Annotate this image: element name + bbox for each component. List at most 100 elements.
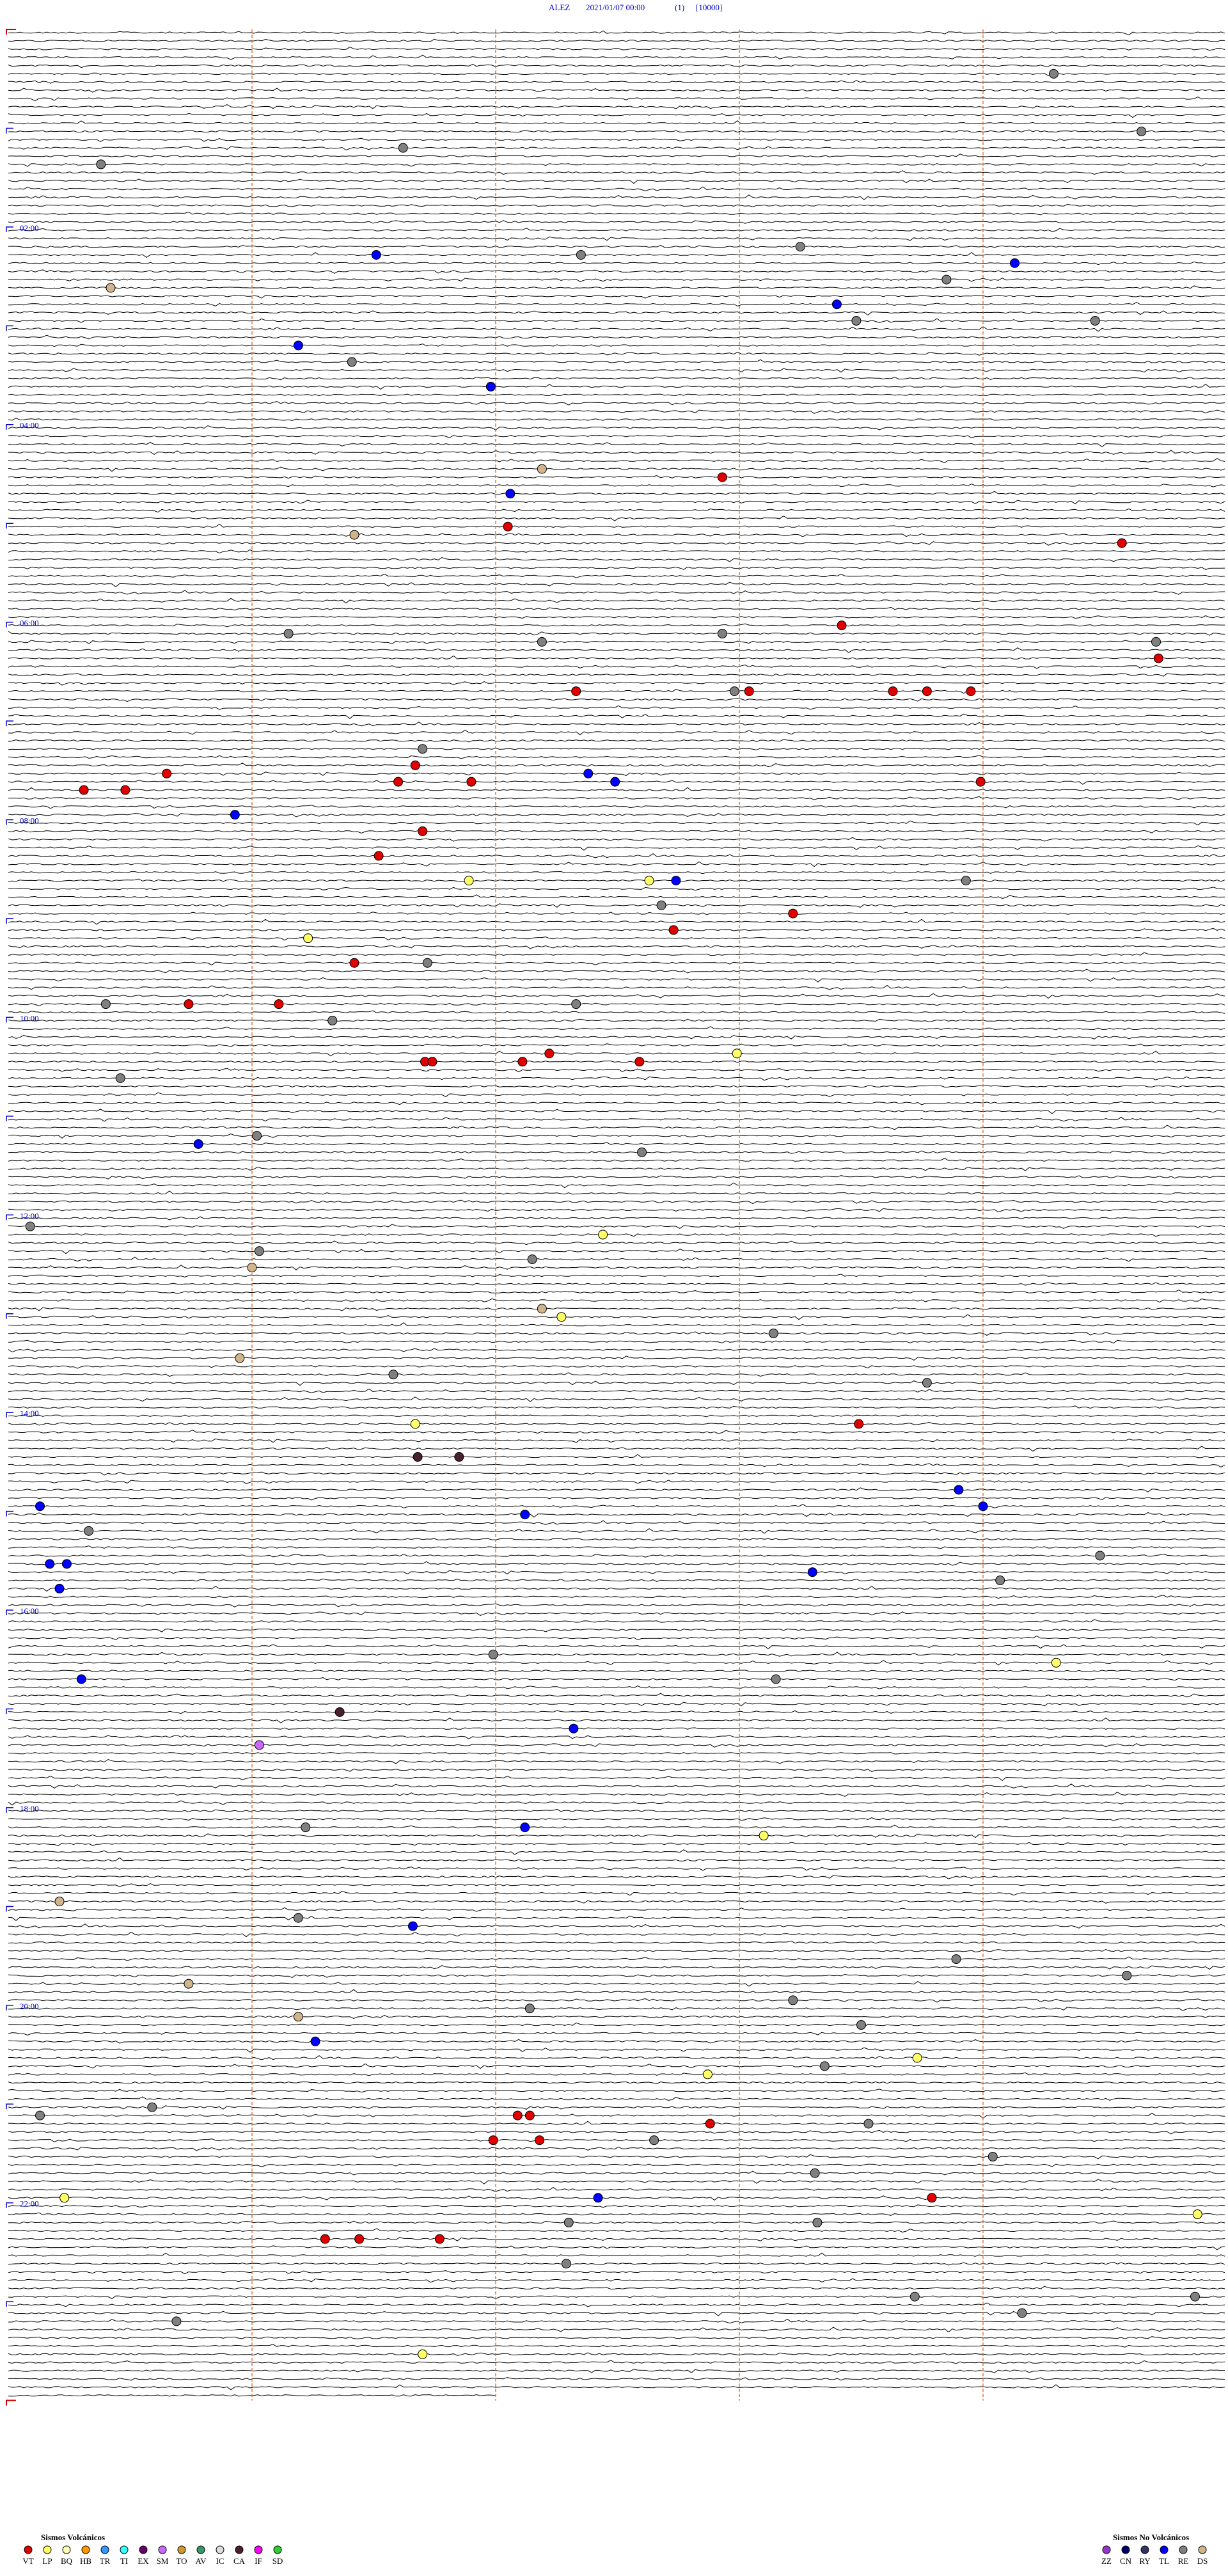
trace <box>8 2220 1225 2225</box>
trace <box>8 664 1225 669</box>
trace <box>8 928 1225 932</box>
trace <box>8 2014 1225 2019</box>
trace <box>8 120 1225 125</box>
trace <box>8 1842 1225 1847</box>
event <box>100 999 111 1009</box>
trace <box>8 533 1225 537</box>
legend: Sismos Volcánicos Sismos No Volcánicos V… <box>22 2533 1208 2566</box>
trace <box>8 2286 1225 2290</box>
trace <box>8 1652 1225 1657</box>
trace <box>8 491 1225 495</box>
trace <box>8 1644 1225 1650</box>
event <box>1122 1970 1132 1980</box>
trace <box>8 1817 1225 1821</box>
trace <box>8 1463 1225 1467</box>
event <box>995 1576 1005 1586</box>
trace <box>8 1743 1225 1748</box>
trace <box>8 1454 1225 1458</box>
event <box>888 686 898 697</box>
trace <box>8 1989 1225 1993</box>
trace <box>8 1751 1225 1755</box>
event <box>527 1254 537 1265</box>
trace <box>8 508 1225 513</box>
event <box>434 2234 445 2244</box>
trace <box>8 952 1225 956</box>
trace <box>8 1158 1225 1162</box>
event <box>76 1674 86 1684</box>
legend-swatch <box>100 2545 109 2554</box>
event <box>744 686 754 697</box>
event <box>788 1995 798 2005</box>
trace <box>8 1380 1225 1386</box>
trace <box>8 1010 1225 1014</box>
trace <box>8 1249 1225 1254</box>
event <box>1151 636 1161 647</box>
event <box>1153 653 1163 663</box>
trace <box>8 1636 1225 1641</box>
trace <box>8 1800 1225 1806</box>
event <box>418 826 428 836</box>
trace <box>8 30 1225 36</box>
trace <box>8 1307 1225 1311</box>
event <box>831 299 842 310</box>
trace <box>8 1150 1225 1155</box>
trace <box>8 2245 1225 2250</box>
trace <box>8 1537 1225 1541</box>
legend-label: IC <box>216 2556 224 2566</box>
trace <box>8 837 1225 842</box>
hour-marker <box>6 819 13 825</box>
hour-marker <box>6 720 13 727</box>
trace <box>8 747 1225 750</box>
hour-label: 10:00 <box>20 1013 39 1023</box>
hour-marker <box>6 1116 13 1121</box>
hour-marker <box>6 424 13 430</box>
trace <box>8 401 1225 406</box>
event <box>583 768 594 778</box>
trace <box>8 984 1225 990</box>
event <box>303 933 313 944</box>
trace <box>8 541 1225 546</box>
trace <box>8 220 1225 224</box>
trace <box>8 1274 1225 1277</box>
event <box>335 1707 345 1717</box>
trace <box>8 2318 1225 2324</box>
events <box>25 68 1202 2359</box>
trace <box>8 2295 1225 2300</box>
trace <box>8 1190 1225 1195</box>
trace <box>8 2278 1225 2283</box>
event <box>634 1057 645 1067</box>
hour-marker <box>6 2005 13 2011</box>
trace <box>8 903 1225 908</box>
trace <box>8 830 1225 834</box>
event <box>115 1073 125 1083</box>
trace <box>8 1677 1225 1681</box>
event <box>393 777 404 787</box>
event <box>184 1979 194 1989</box>
trace <box>8 2237 1225 2241</box>
event <box>254 1246 264 1256</box>
event <box>520 1822 530 1833</box>
trace <box>8 1595 1225 1599</box>
trace <box>8 2252 1225 2257</box>
trace <box>8 466 1225 472</box>
event <box>252 1131 262 1141</box>
legend-label: SD <box>272 2556 283 2566</box>
trace <box>8 425 1225 431</box>
gain: [10000] <box>696 3 722 12</box>
trace <box>8 912 1225 915</box>
hour-marker <box>6 621 13 628</box>
event <box>1090 315 1100 326</box>
event <box>668 925 679 935</box>
trace <box>8 1487 1225 1492</box>
trace <box>8 1414 1225 1418</box>
trace <box>8 2047 1225 2053</box>
event <box>535 2135 545 2145</box>
trace <box>8 194 1225 200</box>
trace <box>8 771 1225 776</box>
trace <box>8 1480 1225 1484</box>
event <box>61 1559 72 1569</box>
event <box>909 2291 920 2302</box>
event <box>656 900 666 910</box>
trace <box>8 1339 1225 1344</box>
trace <box>8 1693 1225 1698</box>
